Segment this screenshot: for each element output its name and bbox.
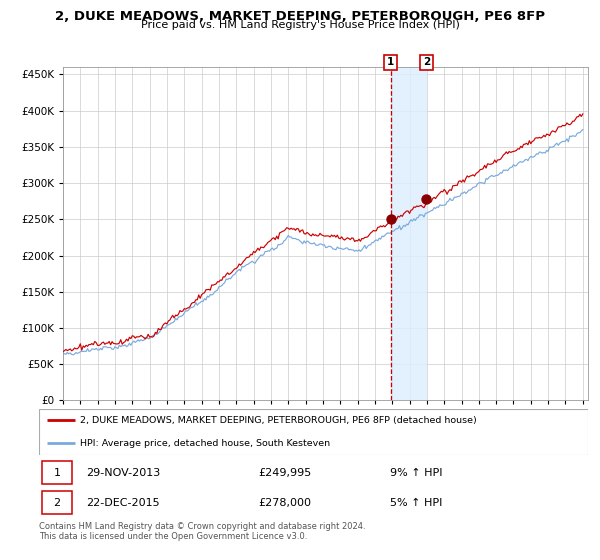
Text: Price paid vs. HM Land Registry's House Price Index (HPI): Price paid vs. HM Land Registry's House … [140,20,460,30]
FancyBboxPatch shape [42,491,72,515]
Text: 2, DUKE MEADOWS, MARKET DEEPING, PETERBOROUGH, PE6 8FP (detached house): 2, DUKE MEADOWS, MARKET DEEPING, PETERBO… [80,416,477,425]
Text: 2: 2 [423,57,430,67]
Text: 22-DEC-2015: 22-DEC-2015 [86,498,159,508]
Text: 2: 2 [53,498,61,508]
Text: 2, DUKE MEADOWS, MARKET DEEPING, PETERBOROUGH, PE6 8FP: 2, DUKE MEADOWS, MARKET DEEPING, PETERBO… [55,10,545,23]
Text: £249,995: £249,995 [259,468,312,478]
Text: HPI: Average price, detached house, South Kesteven: HPI: Average price, detached house, Sout… [80,438,331,448]
Text: 1: 1 [53,468,61,478]
Bar [391,67,427,400]
Text: 9% ↑ HPI: 9% ↑ HPI [391,468,443,478]
FancyBboxPatch shape [39,409,588,455]
Text: 1: 1 [387,57,394,67]
Text: Contains HM Land Registry data © Crown copyright and database right 2024.
This d: Contains HM Land Registry data © Crown c… [39,522,365,542]
Text: 29-NOV-2013: 29-NOV-2013 [86,468,160,478]
FancyBboxPatch shape [42,461,72,484]
Text: 5% ↑ HPI: 5% ↑ HPI [391,498,443,508]
Text: £278,000: £278,000 [259,498,311,508]
